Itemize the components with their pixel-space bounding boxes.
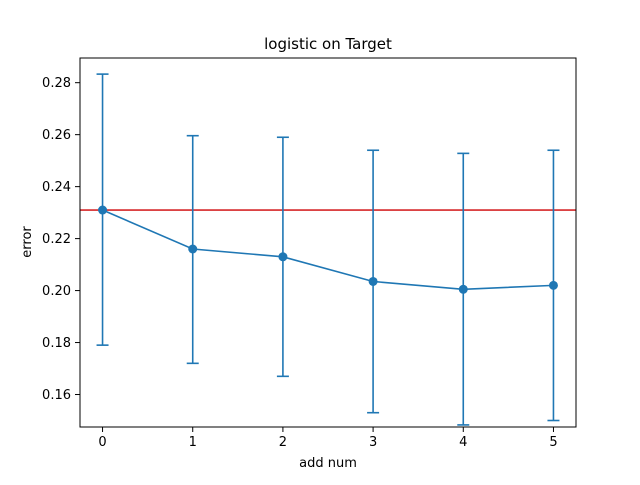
x-tick-label: 2 [279, 435, 287, 450]
x-tick-label: 5 [549, 435, 557, 450]
chart-title: logistic on Target [264, 35, 392, 53]
x-tick-label: 0 [98, 435, 106, 450]
y-tick-label: 0.16 [42, 388, 71, 403]
series-line [102, 209, 554, 291]
data-point [98, 205, 108, 215]
data-point [188, 244, 198, 254]
y-tick-label: 0.26 [42, 128, 71, 143]
y-tick-label: 0.18 [42, 336, 71, 351]
x-tick-label: 3 [369, 435, 377, 450]
y-axis: 0.16 0.18 0.20 0.22 0.24 0.26 0.28 [42, 76, 80, 403]
x-tick-label: 1 [189, 435, 197, 450]
axes-frame [79, 57, 577, 428]
data-point [278, 252, 288, 262]
x-axis-label: add num [299, 456, 357, 471]
data-point [458, 284, 468, 294]
data-point [368, 276, 378, 286]
plot-area [80, 73, 576, 426]
x-axis: 0 1 2 3 4 5 [98, 427, 558, 450]
y-tick-label: 0.22 [42, 232, 71, 247]
x-tick-label: 4 [459, 435, 467, 450]
data-point [548, 280, 558, 290]
y-tick-label: 0.28 [42, 76, 71, 91]
y-axis-label: error [20, 226, 35, 258]
y-tick-label: 0.20 [42, 284, 71, 299]
y-tick-label: 0.24 [42, 180, 71, 195]
